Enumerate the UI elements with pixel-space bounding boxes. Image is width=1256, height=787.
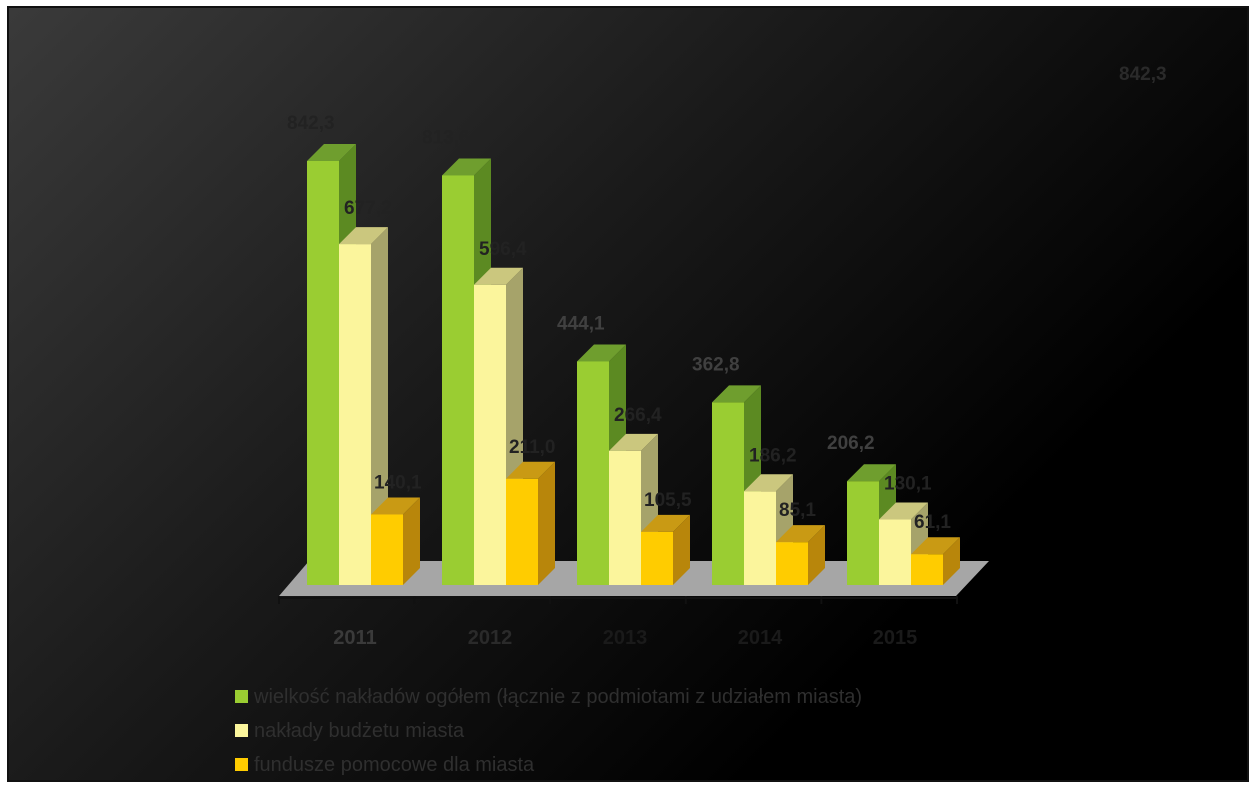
data-label-2015-s1: 206,2 [827,433,875,454]
x-tick-label-2012: 2012 [468,627,513,649]
legend-label-s2: nakłady budżetu miasta [254,720,465,742]
x-tick-label-2014: 2014 [738,627,783,649]
data-label-2012-s3: 211,0 [509,437,556,458]
bar-2014-s3 [776,525,825,585]
bar-2011-s3 [371,497,420,585]
x-tick-label-2013: 2013 [603,627,648,649]
data-label-2011-s1: 842,3 [287,113,335,134]
data-label-2012-s2: 596,4 [479,239,527,260]
data-label-2015-s2: 130,1 [884,474,932,495]
data-label-2015-s3: 61,1 [914,512,951,533]
data-label-2011-s3: 140,1 [374,472,422,493]
chart-frame: 842,3 677,2 140,1 813,6 596,4 211,0 444,1 266,4… [7,6,1249,782]
legend-swatch-s3 [235,758,248,771]
data-label-2013-s3: 105,5 [644,490,692,511]
data-label-2014-s1: 362,8 [692,354,740,375]
data-label-2013-s1: 444,1 [557,313,605,334]
data-label-2014-s2: 186,2 [749,445,797,466]
data-label-2013-s2: 266,4 [614,405,662,426]
data-label-2012-s1: 813,6 [422,127,470,148]
bar-2012-s3 [506,461,555,585]
bar-chart: 842,3 677,2 140,1 813,6 596,4 211,0 444,1 266,4… [235,64,1167,776]
bar-2011-s2 [339,227,388,585]
legend-swatch-s1 [235,690,248,703]
data-label-2014-s3: 85,1 [779,500,816,521]
stray-data-label: 842,3 [1119,64,1167,85]
bar-2015-s3 [911,537,960,585]
x-tick-label-2015: 2015 [873,627,918,649]
legend-label-s1: wielkość nakładów ogółem (łącznie z podm… [253,686,862,708]
data-label-2011-s2: 677,2 [344,198,392,219]
x-tick-label-2011: 2011 [333,627,376,649]
legend-label-s3: fundusze pomocowe dla miasta [254,754,535,776]
bar-2013-s3 [641,514,690,585]
legend-swatch-s2 [235,724,248,737]
